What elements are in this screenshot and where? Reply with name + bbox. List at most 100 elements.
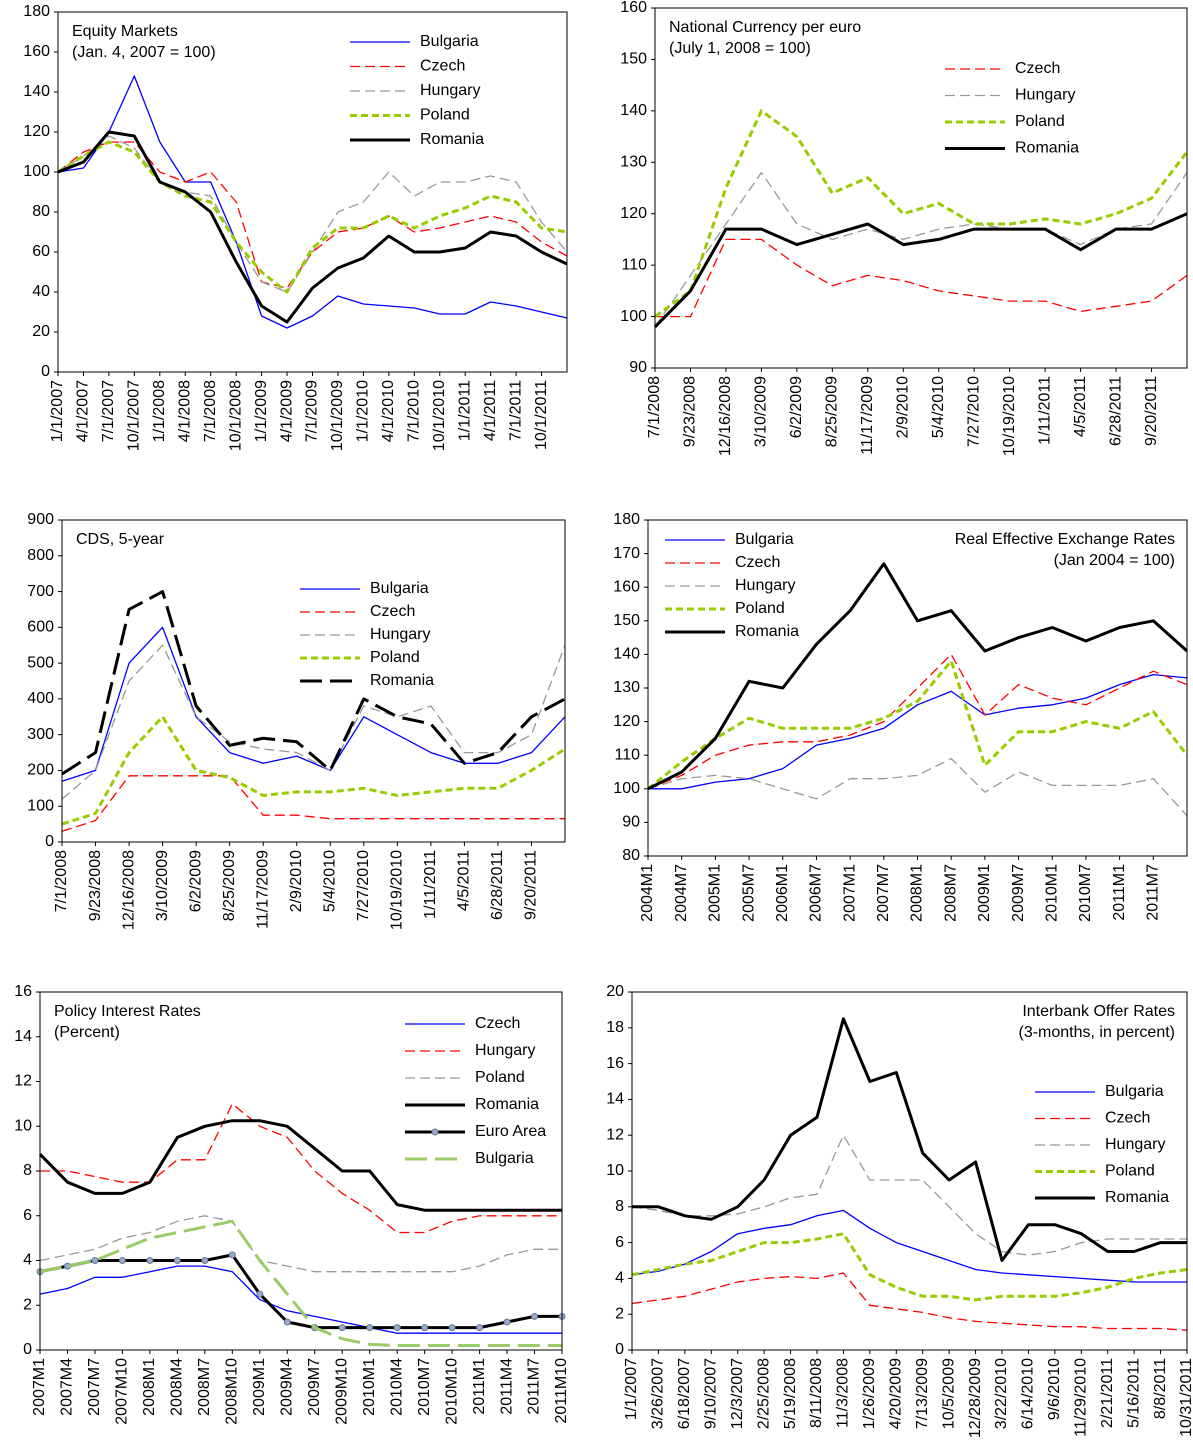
series-marker [118,1257,126,1264]
series-line [655,238,1188,318]
y-tick-label: 110 [614,746,640,763]
series-marker [91,1257,99,1264]
series-line [39,1219,562,1347]
x-tick-label: 10/1/2009 [329,380,346,451]
legend-label: Romania [735,623,799,640]
series-line [40,1103,562,1234]
chart-title: Interbank Offer Rates [1022,1003,1175,1020]
series-marker [476,1324,484,1332]
series-line [653,212,1188,328]
y-tick-label: 80 [622,847,640,864]
legend-label: Hungary [370,626,430,643]
x-tick-label: 2007M7 [875,864,892,922]
series-line [39,1253,562,1330]
y-tick-label: 10 [606,1162,624,1179]
x-tick-label: 2005M7 [740,864,757,922]
series-line [647,757,1188,817]
x-tick-label: 2010M4 [388,1358,405,1416]
x-tick-label: 2011M7 [1145,864,1162,921]
y-tick-label: 110 [621,256,647,273]
series-line [631,1134,1187,1256]
y-tick-label: 120 [23,123,50,140]
y-tick-label: 0 [41,363,50,380]
y-tick-label: 8 [615,1198,624,1215]
x-tick-label: 4/5/2011 [456,850,473,911]
series-line [61,626,566,782]
x-tick-label: 9/20/2011 [523,850,540,920]
series-line [61,590,566,776]
x-tick-label: 4/1/2010 [380,380,397,442]
series-line [647,562,1189,791]
x-tick-label: 2/9/2010 [894,376,911,438]
y-tick-label: 400 [27,690,54,707]
y-tick-label: 150 [613,612,640,629]
y-tick-label: 16 [606,1055,624,1072]
x-tick-label: 6/28/2011 [489,850,506,920]
series-marker [146,1257,154,1264]
y-tick-label: 18 [606,1019,624,1036]
y-tick-label: 40 [32,283,50,300]
x-tick-label: 9/23/2008 [682,376,699,447]
series-line [632,1017,1187,1262]
x-tick-label: 7/1/2008 [53,850,70,912]
plot-frame [654,7,1188,369]
legend-label: Romania [420,131,484,148]
x-tick-label: 9/20/2011 [1143,376,1160,446]
series-marker [366,1324,374,1332]
x-tick-label: 1/1/2010 [355,380,372,442]
y-tick-label: 4 [23,1252,32,1269]
y-tick-label: 0 [615,1341,624,1358]
legend-label: Bulgaria [370,580,429,597]
legend-label: Bulgaria [420,33,479,50]
x-tick-label: 1/11/2011 [1036,376,1053,445]
x-tick-label: 1/1/2009 [253,380,270,442]
x-tick-label: 2008M1 [909,864,926,922]
series-line [57,130,568,324]
x-tick-label: 10/5/2009 [940,1358,957,1429]
series-line [61,715,566,826]
legend-label: Bulgaria [475,1150,534,1167]
x-tick-label: 2009M1 [976,864,993,922]
series-line [648,673,1188,790]
x-tick-label: 9/10/2007 [703,1358,720,1429]
x-tick-label: 5/4/2010 [321,850,338,912]
y-tick-label: 500 [27,654,54,671]
x-tick-label: 10/1/2008 [227,380,244,451]
x-tick-label: 12/16/2008 [120,850,137,930]
x-tick-label: 12/3/2007 [729,1358,746,1429]
x-tick-label: 2/21/2011 [1099,1358,1116,1428]
series-marker [338,1324,346,1332]
y-tick-label: 20 [606,983,624,1000]
chart-title: National Currency per euro [669,19,861,36]
chart-subtitle: (Jan 2004 = 100) [1054,552,1175,569]
series-line [57,140,568,294]
chart-subtitle: (Jan. 4, 2007 = 100) [72,44,216,61]
legend-label: Czech [1015,60,1060,77]
x-tick-label: 1/1/2007 [49,380,66,442]
legend-label: Poland [475,1069,525,1086]
x-tick-label: 1/11/2011 [422,850,439,919]
y-tick-label: 6 [23,1207,32,1224]
y-tick-label: 700 [27,583,54,600]
legend-label: Czech [420,58,465,75]
series-marker [201,1257,209,1264]
x-tick-label: 1/1/2008 [151,380,168,442]
y-tick-label: 12 [14,1073,32,1090]
chart-title: Real Effective Exchange Rates [955,531,1175,548]
x-tick-label: 2007M4 [59,1358,76,1416]
x-tick-label: 2007M7 [86,1358,103,1416]
x-tick-label: 2004M1 [639,864,656,922]
x-tick-label: 4/1/2009 [278,380,295,442]
y-tick-label: 170 [613,545,640,562]
y-tick-label: 180 [613,511,640,528]
x-tick-label: 4/20/2009 [888,1358,905,1429]
legend-label: Hungary [1015,87,1075,104]
plot-frame [647,519,1188,857]
x-tick-label: 5/19/2008 [782,1358,799,1429]
chart-title: CDS, 5-year [76,531,165,548]
x-tick-label: 7/13/2009 [914,1358,931,1429]
x-tick-label: 6/2/2009 [788,376,805,438]
x-tick-label: 2/25/2008 [755,1358,772,1429]
y-tick-label: 2 [615,1305,624,1322]
